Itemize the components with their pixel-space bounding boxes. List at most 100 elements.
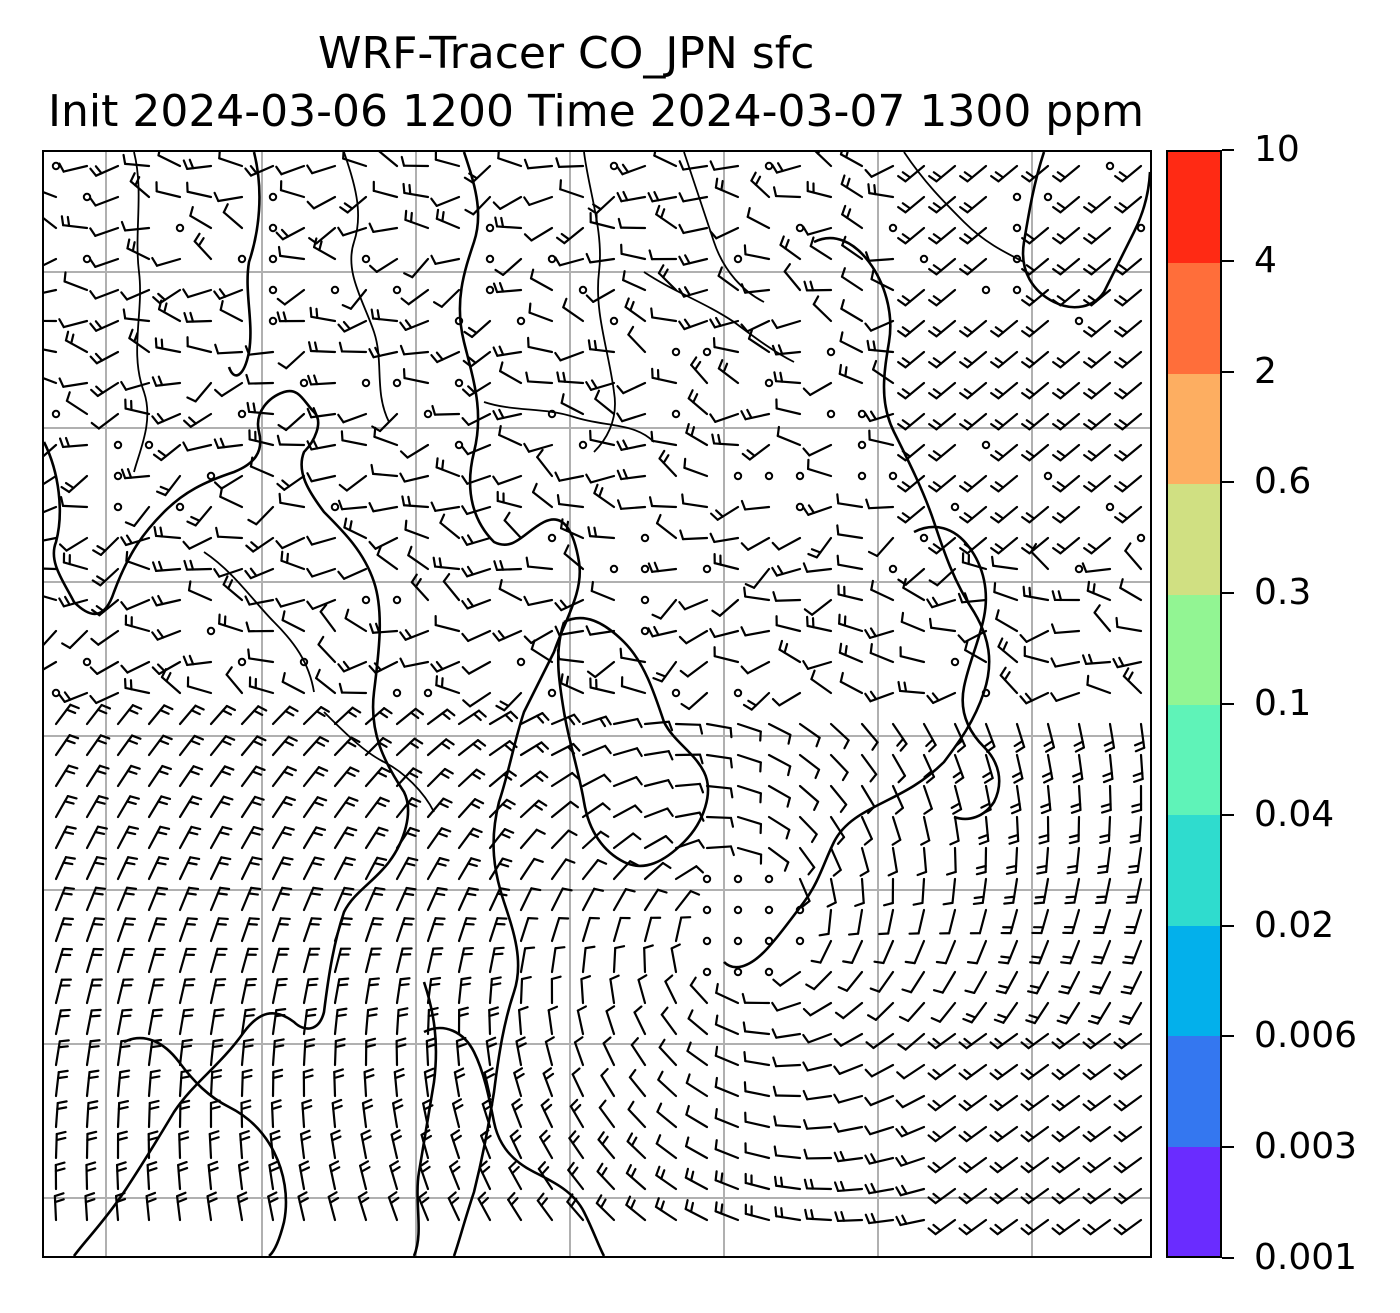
- calm-wind-marker: [609, 316, 619, 326]
- wind-barb: [736, 846, 763, 865]
- wind-barb: [1086, 674, 1112, 695]
- wind-barb: [116, 1039, 132, 1067]
- wind-barb: [357, 1191, 370, 1222]
- wind-barb: [740, 319, 771, 333]
- wind-barb: [85, 978, 103, 1005]
- wind-barb: [177, 1160, 189, 1191]
- wind-barb: [771, 344, 802, 356]
- wind-barb: [660, 1006, 678, 1036]
- wind-barb: [959, 350, 988, 369]
- wind-barb: [736, 753, 762, 773]
- wind-barb: [628, 1068, 647, 1098]
- wind-barb: [803, 598, 833, 616]
- colorbar-segment: [1168, 924, 1220, 1037]
- wind-barb: [559, 673, 585, 695]
- wind-barb: [840, 174, 864, 199]
- calm-wind-marker: [1074, 564, 1084, 574]
- wind-barb: [455, 1036, 468, 1067]
- calm-wind-marker: [609, 564, 619, 574]
- wind-barb: [492, 281, 523, 294]
- coastline-southwest-bay: [123, 1036, 288, 1256]
- wind-barb: [183, 311, 213, 323]
- wind-barb: [337, 319, 368, 333]
- wind-barb: [44, 191, 58, 199]
- wind-barb: [895, 1094, 926, 1109]
- wind-barb: [302, 886, 324, 912]
- wind-barb: [544, 1036, 555, 1067]
- wind-barb: [612, 804, 643, 819]
- wind-barb: [44, 288, 58, 294]
- wind-barb: [581, 773, 612, 788]
- wind-barb: [271, 886, 293, 912]
- wind-barb: [740, 626, 771, 637]
- wind-barb: [209, 856, 232, 881]
- wind-barb: [54, 1069, 69, 1098]
- wind-barb: [806, 615, 833, 633]
- wind-barb: [448, 1160, 461, 1191]
- wind-barb: [54, 795, 78, 819]
- wind-barb: [959, 474, 988, 493]
- wind-barb: [587, 526, 616, 540]
- colorbar-tick: [1222, 703, 1234, 705]
- colorbar-segment: [1168, 704, 1220, 816]
- wind-barb: [1120, 970, 1143, 995]
- wind-barb: [878, 908, 895, 936]
- wind-barb: [1093, 604, 1112, 633]
- wind-barb: [1113, 1187, 1143, 1205]
- wind-barb: [612, 916, 631, 943]
- wind-barb: [400, 288, 430, 306]
- wind-barb: [209, 765, 235, 788]
- wind-barb: [829, 722, 850, 750]
- wind-barb: [426, 827, 452, 850]
- wind-barb: [395, 886, 417, 912]
- wind-barb: [498, 578, 523, 602]
- calm-wind-marker: [640, 595, 650, 605]
- wind-barb: [585, 473, 616, 484]
- wind-barb: [814, 152, 833, 168]
- calm-wind-marker: [702, 905, 712, 915]
- wind-barb: [1114, 164, 1143, 183]
- wind-barb: [598, 1099, 616, 1129]
- wind-barb: [60, 215, 89, 230]
- wind-barb: [333, 826, 358, 850]
- wind-barb: [54, 703, 80, 726]
- wind-barb: [54, 856, 76, 881]
- wind-barb: [457, 827, 483, 850]
- wind-barb: [949, 815, 960, 846]
- colorbar-tick: [1222, 1035, 1234, 1038]
- wind-barb: [493, 559, 523, 572]
- wind-barb: [58, 377, 89, 388]
- wind-barb: [685, 1073, 709, 1098]
- wind-barb: [626, 1132, 647, 1160]
- calm-wind-marker: [82, 254, 92, 264]
- wind-barb: [714, 1170, 740, 1191]
- wind-barb: [457, 976, 472, 1005]
- calm-wind-marker: [1012, 192, 1022, 202]
- wind-barb: [54, 1161, 66, 1191]
- wind-barb: [657, 264, 678, 292]
- wind-barb: [178, 947, 197, 974]
- wind-barb: [523, 629, 554, 645]
- wind-barb: [395, 737, 424, 757]
- wind-barb: [928, 536, 957, 555]
- wind-barb: [219, 300, 244, 323]
- wind-barb: [1113, 1094, 1143, 1112]
- wind-barb: [453, 1067, 466, 1098]
- wind-barb: [44, 217, 58, 230]
- wind-barb: [209, 1069, 223, 1098]
- wind-barb: [1019, 629, 1050, 643]
- wind-barb: [240, 977, 258, 1005]
- wind-barb: [432, 288, 461, 308]
- wind-barb: [120, 288, 151, 301]
- wind-barb: [975, 846, 988, 876]
- wind-barb: [147, 947, 166, 974]
- wind-barb: [244, 164, 275, 177]
- wind-barb: [178, 704, 205, 726]
- wind-barb: [928, 319, 957, 338]
- wind-barb: [537, 1161, 554, 1191]
- wind-barb: [513, 1067, 525, 1098]
- wind-barb: [562, 297, 585, 323]
- wind-barb: [430, 660, 461, 673]
- wind-barb: [829, 784, 848, 814]
- wind-barb: [178, 1008, 195, 1036]
